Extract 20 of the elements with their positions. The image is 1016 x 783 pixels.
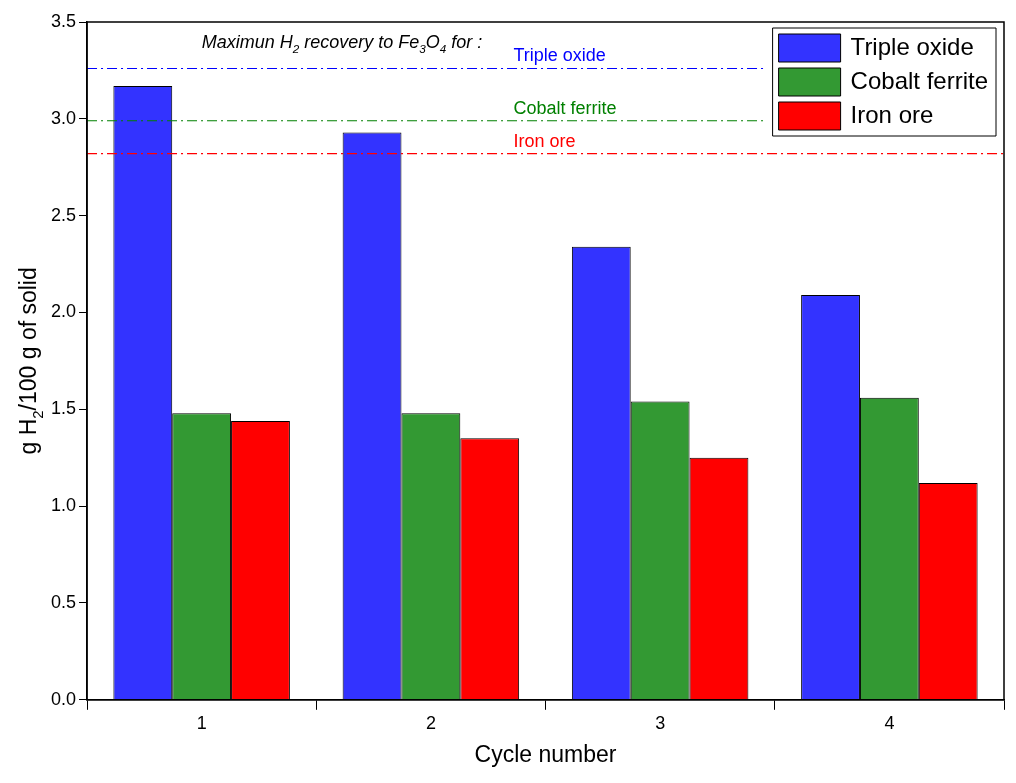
y-tick-label: 1.0: [50, 495, 77, 516]
x-tick-label: 4: [884, 712, 895, 733]
x-tick-label: 2: [425, 712, 436, 733]
legend-label: Iron ore: [850, 100, 934, 128]
y-tick-label: 0.0: [50, 688, 77, 709]
legend-label: Cobalt ferrite: [850, 66, 988, 94]
y-tick-label: 3.5: [50, 10, 77, 31]
ref-line-label: Cobalt ferrite: [513, 97, 617, 118]
ref-line-label: Iron ore: [513, 130, 576, 151]
x-tick-label: 1: [196, 712, 207, 733]
y-tick-label: 2.0: [50, 301, 77, 322]
y-tick-label: 1.5: [50, 398, 77, 419]
legend-label: Triple oxide: [850, 32, 974, 60]
y-tick-label: 2.5: [50, 204, 77, 225]
x-axis-title: Cycle number: [474, 740, 617, 767]
x-tick-label: 3: [655, 712, 666, 733]
y-axis-title: g H2/100 g of solid: [15, 267, 46, 455]
ref-line-label: Triple oxide: [513, 45, 606, 66]
y-tick-label: 3.0: [50, 107, 77, 128]
y-tick-label: 0.5: [50, 591, 77, 612]
